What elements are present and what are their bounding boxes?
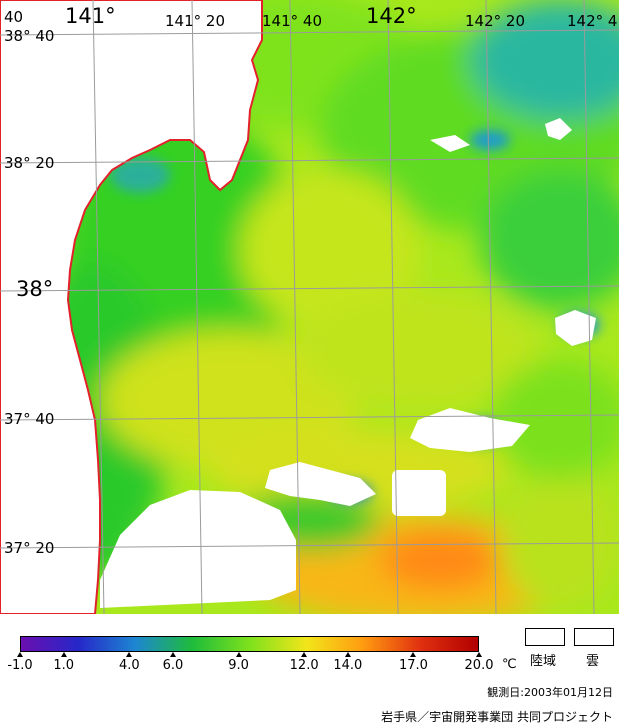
scale-tick-label: 14.0 [333,658,363,673]
scale-tick-label: 1.0 [53,658,75,673]
scale-tick-mark [17,652,23,657]
land-legend-label: 陸域 [530,654,557,669]
latitude-label-38-20: 38° 20 [4,154,55,172]
longitude-label-142-20: 142° 20 [465,12,525,30]
longitude-label-142: 142° [366,4,417,28]
scale-tick-label: 6.0 [162,658,184,673]
scale-tick-label: 12.0 [289,658,319,673]
scale-tick-mark [60,652,67,657]
latitude-label-37-20: 37° 20 [4,539,55,557]
land-legend-swatch [525,628,565,646]
scale-tick-label: 9.0 [228,658,249,673]
scale-tick-label: 4.0 [118,658,140,673]
scale-tick-label: 17.0 [398,658,428,673]
latitude-label-38-40: 38° 40 [4,27,55,45]
longitude-label-141-20: 141° 20 [165,12,225,30]
scale-tick-label: -1.0 [7,658,33,673]
cloud-legend-label: 雲 [586,654,600,669]
latitude-label-38: 38° [16,277,54,301]
sea-surface-temperature-map [0,0,619,614]
temperature-color-scale [20,636,479,652]
scale-tick-mark [235,652,242,657]
project-credit: 岩手県／宇宙開発事業団 共同プロジェクト [381,710,613,724]
scale-tick-mark [476,652,482,657]
cloud-areas [100,30,596,608]
scale-tick-mark [410,652,417,657]
cloud-legend-swatch [574,628,614,646]
legend-panel [0,614,619,725]
graticule [0,0,619,614]
scale-tick-mark [344,652,351,657]
temperature-unit: ℃ [502,657,517,672]
scale-tick-mark [170,652,176,657]
scale-tick-label: 20.0 [464,658,494,673]
scale-tick-mark [301,652,308,657]
land-coastline [0,0,263,614]
observation-date: 観測日:2003年01月12日 [487,686,613,699]
longitude-label-142-40: 142° 4 [567,12,618,30]
longitude-label-141-40: 141° 40 [262,12,322,30]
scale-tick-mark [126,652,133,657]
corner-label: 40 [4,8,24,26]
latitude-label-37-40: 37° 40 [4,410,55,428]
longitude-label-141: 141° [65,4,116,28]
